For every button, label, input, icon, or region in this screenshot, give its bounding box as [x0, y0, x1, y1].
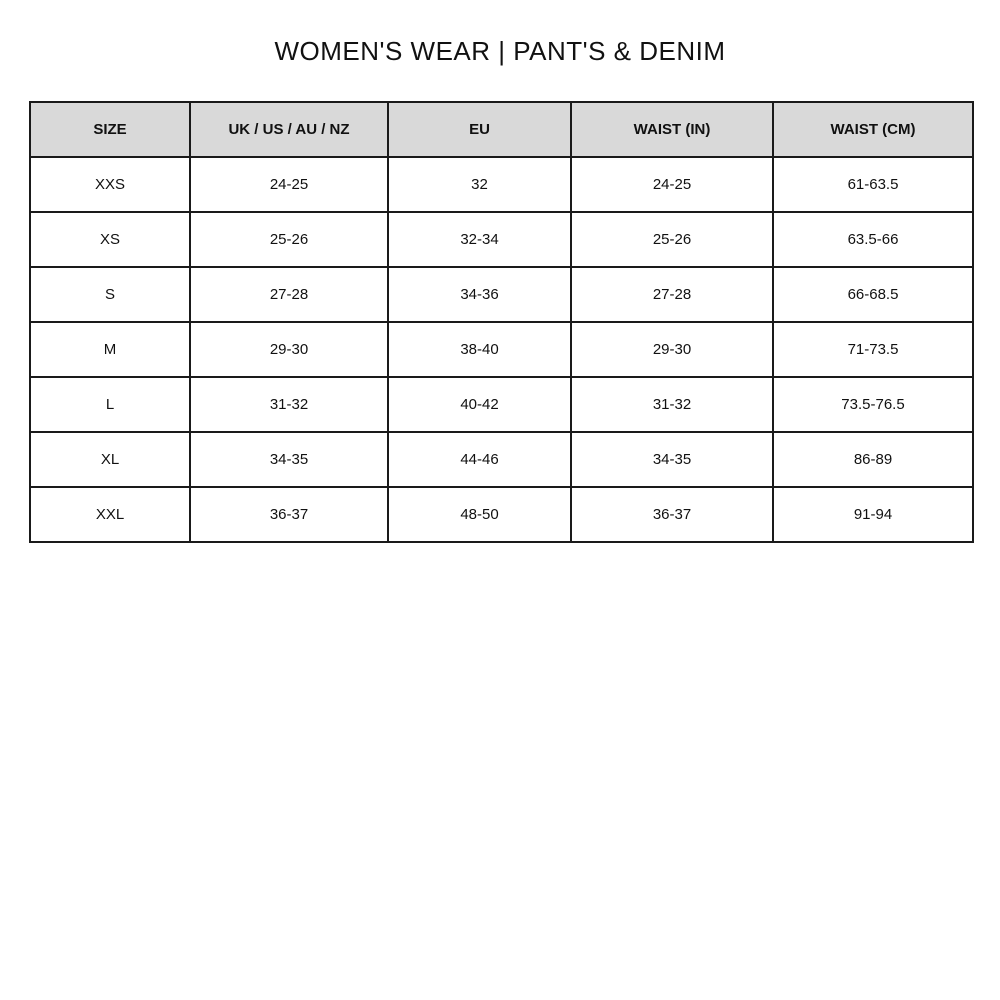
size-cell: XL [29, 431, 191, 488]
header-waist-in: WAIST (IN) [570, 101, 774, 158]
page-title: WOMEN'S WEAR | PANT'S & DENIM [274, 36, 726, 66]
header-size: SIZE [29, 101, 191, 158]
table-row: M 29-30 38-40 29-30 71-73.5 [29, 321, 974, 378]
size-chart-table: SIZE UK / US / AU / NZ EU WAIST (IN) WAI… [29, 101, 974, 543]
waist-in-cell: 25-26 [570, 211, 774, 268]
eu-cell: 32-34 [387, 211, 572, 268]
table-row: XXL 36-37 48-50 36-37 91-94 [29, 486, 974, 543]
size-cell: M [29, 321, 191, 378]
eu-cell: 44-46 [387, 431, 572, 488]
uk-us-au-nz-cell: 29-30 [189, 321, 389, 378]
eu-cell: 38-40 [387, 321, 572, 378]
size-cell: XXS [29, 156, 191, 213]
header-uk-us-au-nz: UK / US / AU / NZ [189, 101, 389, 158]
uk-us-au-nz-cell: 34-35 [189, 431, 389, 488]
table-row: L 31-32 40-42 31-32 73.5-76.5 [29, 376, 974, 433]
eu-cell: 32 [387, 156, 572, 213]
header-row: SIZE UK / US / AU / NZ EU WAIST (IN) WAI… [29, 101, 974, 158]
eu-cell: 40-42 [387, 376, 572, 433]
waist-in-cell: 24-25 [570, 156, 774, 213]
waist-cm-cell: 91-94 [772, 486, 974, 543]
waist-cm-cell: 61-63.5 [772, 156, 974, 213]
header-waist-cm: WAIST (CM) [772, 101, 974, 158]
size-cell: XS [29, 211, 191, 268]
eu-cell: 48-50 [387, 486, 572, 543]
waist-cm-cell: 73.5-76.5 [772, 376, 974, 433]
uk-us-au-nz-cell: 25-26 [189, 211, 389, 268]
size-cell: L [29, 376, 191, 433]
waist-in-cell: 29-30 [570, 321, 774, 378]
table-body: XXS 24-25 32 24-25 61-63.5 XS 25-26 32-34 25-26 6… [29, 156, 974, 543]
uk-us-au-nz-cell: 27-28 [189, 266, 389, 323]
waist-cm-cell: 86-89 [772, 431, 974, 488]
eu-cell: 34-36 [387, 266, 572, 323]
uk-us-au-nz-cell: 36-37 [189, 486, 389, 543]
waist-in-cell: 31-32 [570, 376, 774, 433]
waist-in-cell: 36-37 [570, 486, 774, 543]
header-eu: EU [387, 101, 572, 158]
waist-cm-cell: 71-73.5 [772, 321, 974, 378]
size-cell: XXL [29, 486, 191, 543]
size-cell: S [29, 266, 191, 323]
table-row: XXS 24-25 32 24-25 61-63.5 [29, 156, 974, 213]
table-row: S 27-28 34-36 27-28 66-68.5 [29, 266, 974, 323]
waist-cm-cell: 66-68.5 [772, 266, 974, 323]
uk-us-au-nz-cell: 31-32 [189, 376, 389, 433]
waist-in-cell: 27-28 [570, 266, 774, 323]
uk-us-au-nz-cell: 24-25 [189, 156, 389, 213]
waist-cm-cell: 63.5-66 [772, 211, 974, 268]
table-row: XS 25-26 32-34 25-26 63.5-66 [29, 211, 974, 268]
waist-in-cell: 34-35 [570, 431, 774, 488]
table-row: XL 34-35 44-46 34-35 86-89 [29, 431, 974, 488]
